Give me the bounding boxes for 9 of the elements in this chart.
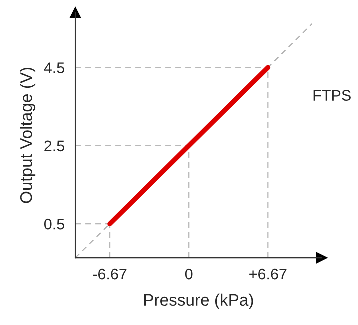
y-tick-label: 4.5 (44, 62, 64, 74)
y-tick-label: 0.5 (44, 218, 64, 230)
x-tick-label: 0 (185, 268, 193, 280)
x-tick-label: +6.67 (250, 268, 287, 280)
y-axis-title: Output Voltage (V) (20, 68, 36, 204)
x-tick-label: -6.67 (93, 268, 127, 280)
text: FTPS (314, 90, 351, 101)
x-axis-title: Pressure (kPa) (144, 294, 254, 310)
y-tick-label: 2.5 (44, 140, 64, 152)
